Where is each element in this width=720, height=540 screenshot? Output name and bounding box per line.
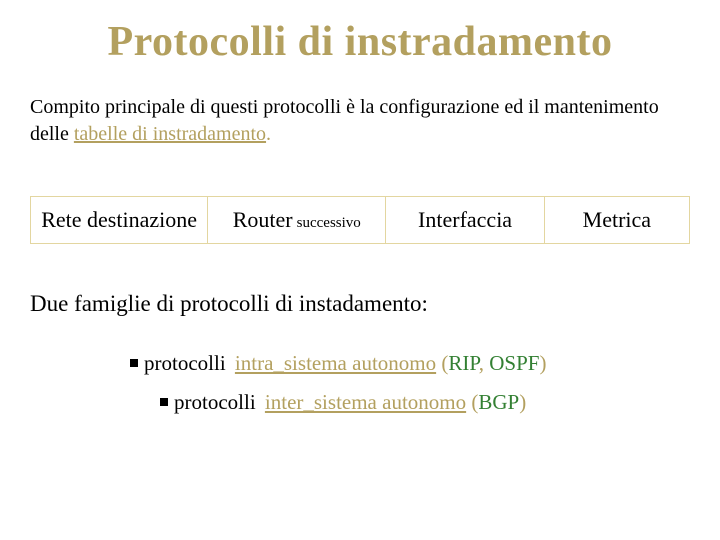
- b2-pre: protocolli: [174, 390, 261, 414]
- b1-rip: RIP: [448, 351, 478, 375]
- router-main: Router: [233, 207, 293, 233]
- router-sub: successivo: [297, 215, 361, 232]
- bullet-square-icon: [160, 398, 168, 406]
- b1-comma: ,: [479, 351, 490, 375]
- b1-paren-close: ): [539, 351, 546, 375]
- table-col-metric: Metrica: [545, 196, 690, 244]
- table-col-router: Router successivo: [208, 196, 386, 244]
- table-col-destination: Rete destinazione: [30, 196, 208, 244]
- bullet-square-icon: [130, 359, 138, 367]
- b1-pre: protocolli: [144, 351, 231, 375]
- b1-ospf: OSPF: [489, 351, 539, 375]
- table-col-interface: Interfaccia: [386, 196, 544, 244]
- bullet-inter: protocolli inter_sistema autonomo (BGP): [160, 386, 690, 419]
- families-intro: Due famiglie di protocolli di instadamen…: [30, 288, 690, 319]
- b1-term: intra_sistema autonomo: [235, 351, 436, 375]
- slide-title: Protocolli di instradamento: [30, 18, 690, 66]
- intro-key-term: tabelle di instradamento: [74, 123, 266, 145]
- routing-table-header: Rete destinazione Router successivo Inte…: [30, 196, 690, 244]
- intro-dot: .: [266, 123, 271, 145]
- bullet-intra: protocolli intra_sistema autonomo (RIP, …: [130, 347, 690, 380]
- b2-term: inter_sistema autonomo: [265, 390, 466, 414]
- b2-paren-close: ): [519, 390, 526, 414]
- intro-paragraph: Compito principale di questi protocolli …: [30, 94, 690, 148]
- b2-bgp: BGP: [478, 390, 519, 414]
